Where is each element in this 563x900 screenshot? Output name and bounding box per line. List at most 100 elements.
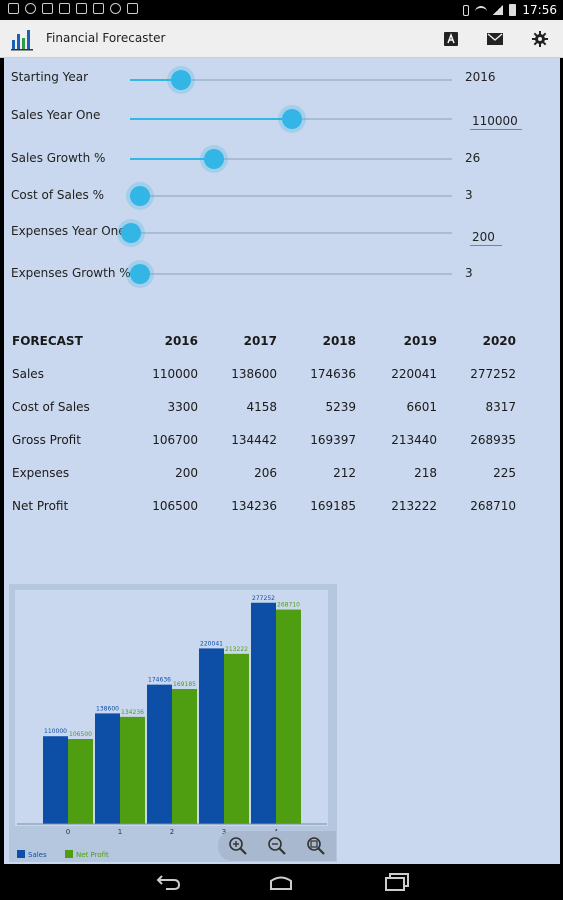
slider-fill xyxy=(130,79,181,81)
row-label: Sales xyxy=(12,367,44,381)
download-icon xyxy=(42,3,53,14)
table-cell: 268935 xyxy=(470,433,516,447)
sales-year-one-slider[interactable] xyxy=(130,109,452,129)
data-label: 277252 xyxy=(252,595,275,602)
sales-year-one-label: Sales Year One xyxy=(11,108,101,122)
row-label: Cost of Sales xyxy=(12,400,90,414)
year-header: 2017 xyxy=(243,334,277,348)
zoom-out-icon[interactable] xyxy=(267,836,287,856)
app-title: Financial Forecaster xyxy=(46,31,166,45)
table-cell: 213222 xyxy=(391,499,437,513)
clock: 17:56 xyxy=(522,3,557,17)
forecast-header: FORECAST xyxy=(12,334,83,348)
recent-apps-icon[interactable] xyxy=(384,872,410,892)
data-label: 110000 xyxy=(44,728,67,735)
cost-of-sales-value: 3 xyxy=(465,188,473,202)
table-cell: 277252 xyxy=(470,367,516,381)
data-label: 220041 xyxy=(200,640,223,647)
table-cell: 134442 xyxy=(231,433,277,447)
sales-growth-slider[interactable] xyxy=(130,149,452,169)
expenses-year-one-slider[interactable] xyxy=(121,223,452,243)
year-header: 2018 xyxy=(322,334,356,348)
gallery-icon xyxy=(8,3,19,14)
table-cell: 169185 xyxy=(310,499,356,513)
action-bar: Financial Forecaster xyxy=(0,20,563,58)
expenses-growth-slider[interactable] xyxy=(130,264,452,284)
sales-growth-row: Sales Growth % 26 xyxy=(4,146,560,176)
table-cell: 206 xyxy=(254,466,277,480)
row-label: Net Profit xyxy=(12,499,69,513)
table-cell: 106500 xyxy=(152,499,198,513)
table-row: Cost of Sales 3300 4158 5239 6601 8317 xyxy=(4,400,560,420)
bar-sales xyxy=(199,648,224,824)
bar-net-profit xyxy=(276,609,301,824)
table-cell: 268710 xyxy=(470,499,516,513)
app-logo-icon xyxy=(11,30,33,51)
table-cell: 106700 xyxy=(152,433,198,447)
zoom-reset-icon[interactable] xyxy=(306,836,326,856)
cost-of-sales-slider[interactable] xyxy=(130,186,452,206)
starting-year-slider[interactable] xyxy=(130,70,452,90)
main-content: Starting Year 2016 Sales Year One Sales … xyxy=(4,58,560,864)
forecast-chart[interactable]: 110000 106500 0 138600 134236 1 174636 169185 2 2… xyxy=(9,584,337,862)
settings-button[interactable] xyxy=(530,29,550,49)
table-row: Expenses 200 206 212 218 225 xyxy=(4,466,560,486)
legend-label: Net Profit xyxy=(76,851,109,859)
slider-thumb[interactable] xyxy=(282,109,302,129)
text-size-button[interactable] xyxy=(441,29,461,49)
data-label: 174636 xyxy=(148,677,171,684)
expenses-growth-label: Expenses Growth % xyxy=(11,266,131,280)
bar-sales xyxy=(95,713,120,824)
sales-year-one-input[interactable] xyxy=(470,112,522,130)
back-icon[interactable] xyxy=(156,872,182,892)
table-cell: 225 xyxy=(493,466,516,480)
table-cell: 5239 xyxy=(325,400,356,414)
year-header: 2016 xyxy=(164,334,198,348)
bar-net-profit xyxy=(68,739,93,824)
signal-icon xyxy=(493,5,504,15)
expenses-growth-value: 3 xyxy=(465,266,473,280)
notification-icons xyxy=(8,3,138,14)
app-notification-icon xyxy=(93,3,104,14)
forecast-header-row: FORECAST 2016 2017 2018 2019 2020 xyxy=(4,334,560,354)
slider-thumb[interactable] xyxy=(204,149,224,169)
slider-fill xyxy=(130,158,214,160)
sales-year-one-row: Sales Year One xyxy=(4,104,560,134)
sales-growth-value: 26 xyxy=(465,151,481,165)
table-row: Sales 110000 138600 174636 220041 277252 xyxy=(4,367,560,387)
email-button[interactable] xyxy=(485,29,505,49)
slider-thumb[interactable] xyxy=(121,223,141,243)
data-label: 213222 xyxy=(225,646,248,653)
mail-notification-icon xyxy=(76,3,87,14)
alarm-icon xyxy=(25,3,36,14)
zoom-in-icon[interactable] xyxy=(228,836,248,856)
table-cell: 6601 xyxy=(406,400,437,414)
wifi-icon xyxy=(475,5,488,15)
slider-thumb[interactable] xyxy=(130,264,150,284)
table-cell: 134236 xyxy=(231,499,277,513)
bar-sales xyxy=(251,602,276,824)
table-cell: 4158 xyxy=(246,400,277,414)
table-row: Net Profit 106500 134236 169185 213222 2… xyxy=(4,499,560,519)
x-tick-label: 2 xyxy=(170,828,174,836)
check-icon xyxy=(59,3,70,14)
font-icon xyxy=(444,32,458,46)
x-tick-label: 0 xyxy=(66,828,70,836)
market-icon xyxy=(110,3,121,14)
table-cell: 138600 xyxy=(231,367,277,381)
expenses-year-one-input[interactable] xyxy=(470,228,502,246)
zoom-controls xyxy=(218,831,336,861)
x-tick-label: 1 xyxy=(118,828,122,836)
starting-year-label: Starting Year xyxy=(11,70,89,84)
table-cell: 212 xyxy=(333,466,356,480)
slider-thumb[interactable] xyxy=(171,70,191,90)
data-label: 106500 xyxy=(69,731,92,738)
row-label: Gross Profit xyxy=(12,433,81,447)
expenses-year-one-row: Expenses Year One xyxy=(4,220,560,250)
cost-of-sales-row: Cost of Sales % 3 xyxy=(4,182,560,212)
status-bar: 17:56 xyxy=(0,0,563,20)
expenses-growth-row: Expenses Growth % 3 xyxy=(4,262,560,292)
slider-thumb[interactable] xyxy=(130,186,150,206)
home-icon[interactable] xyxy=(268,872,294,892)
